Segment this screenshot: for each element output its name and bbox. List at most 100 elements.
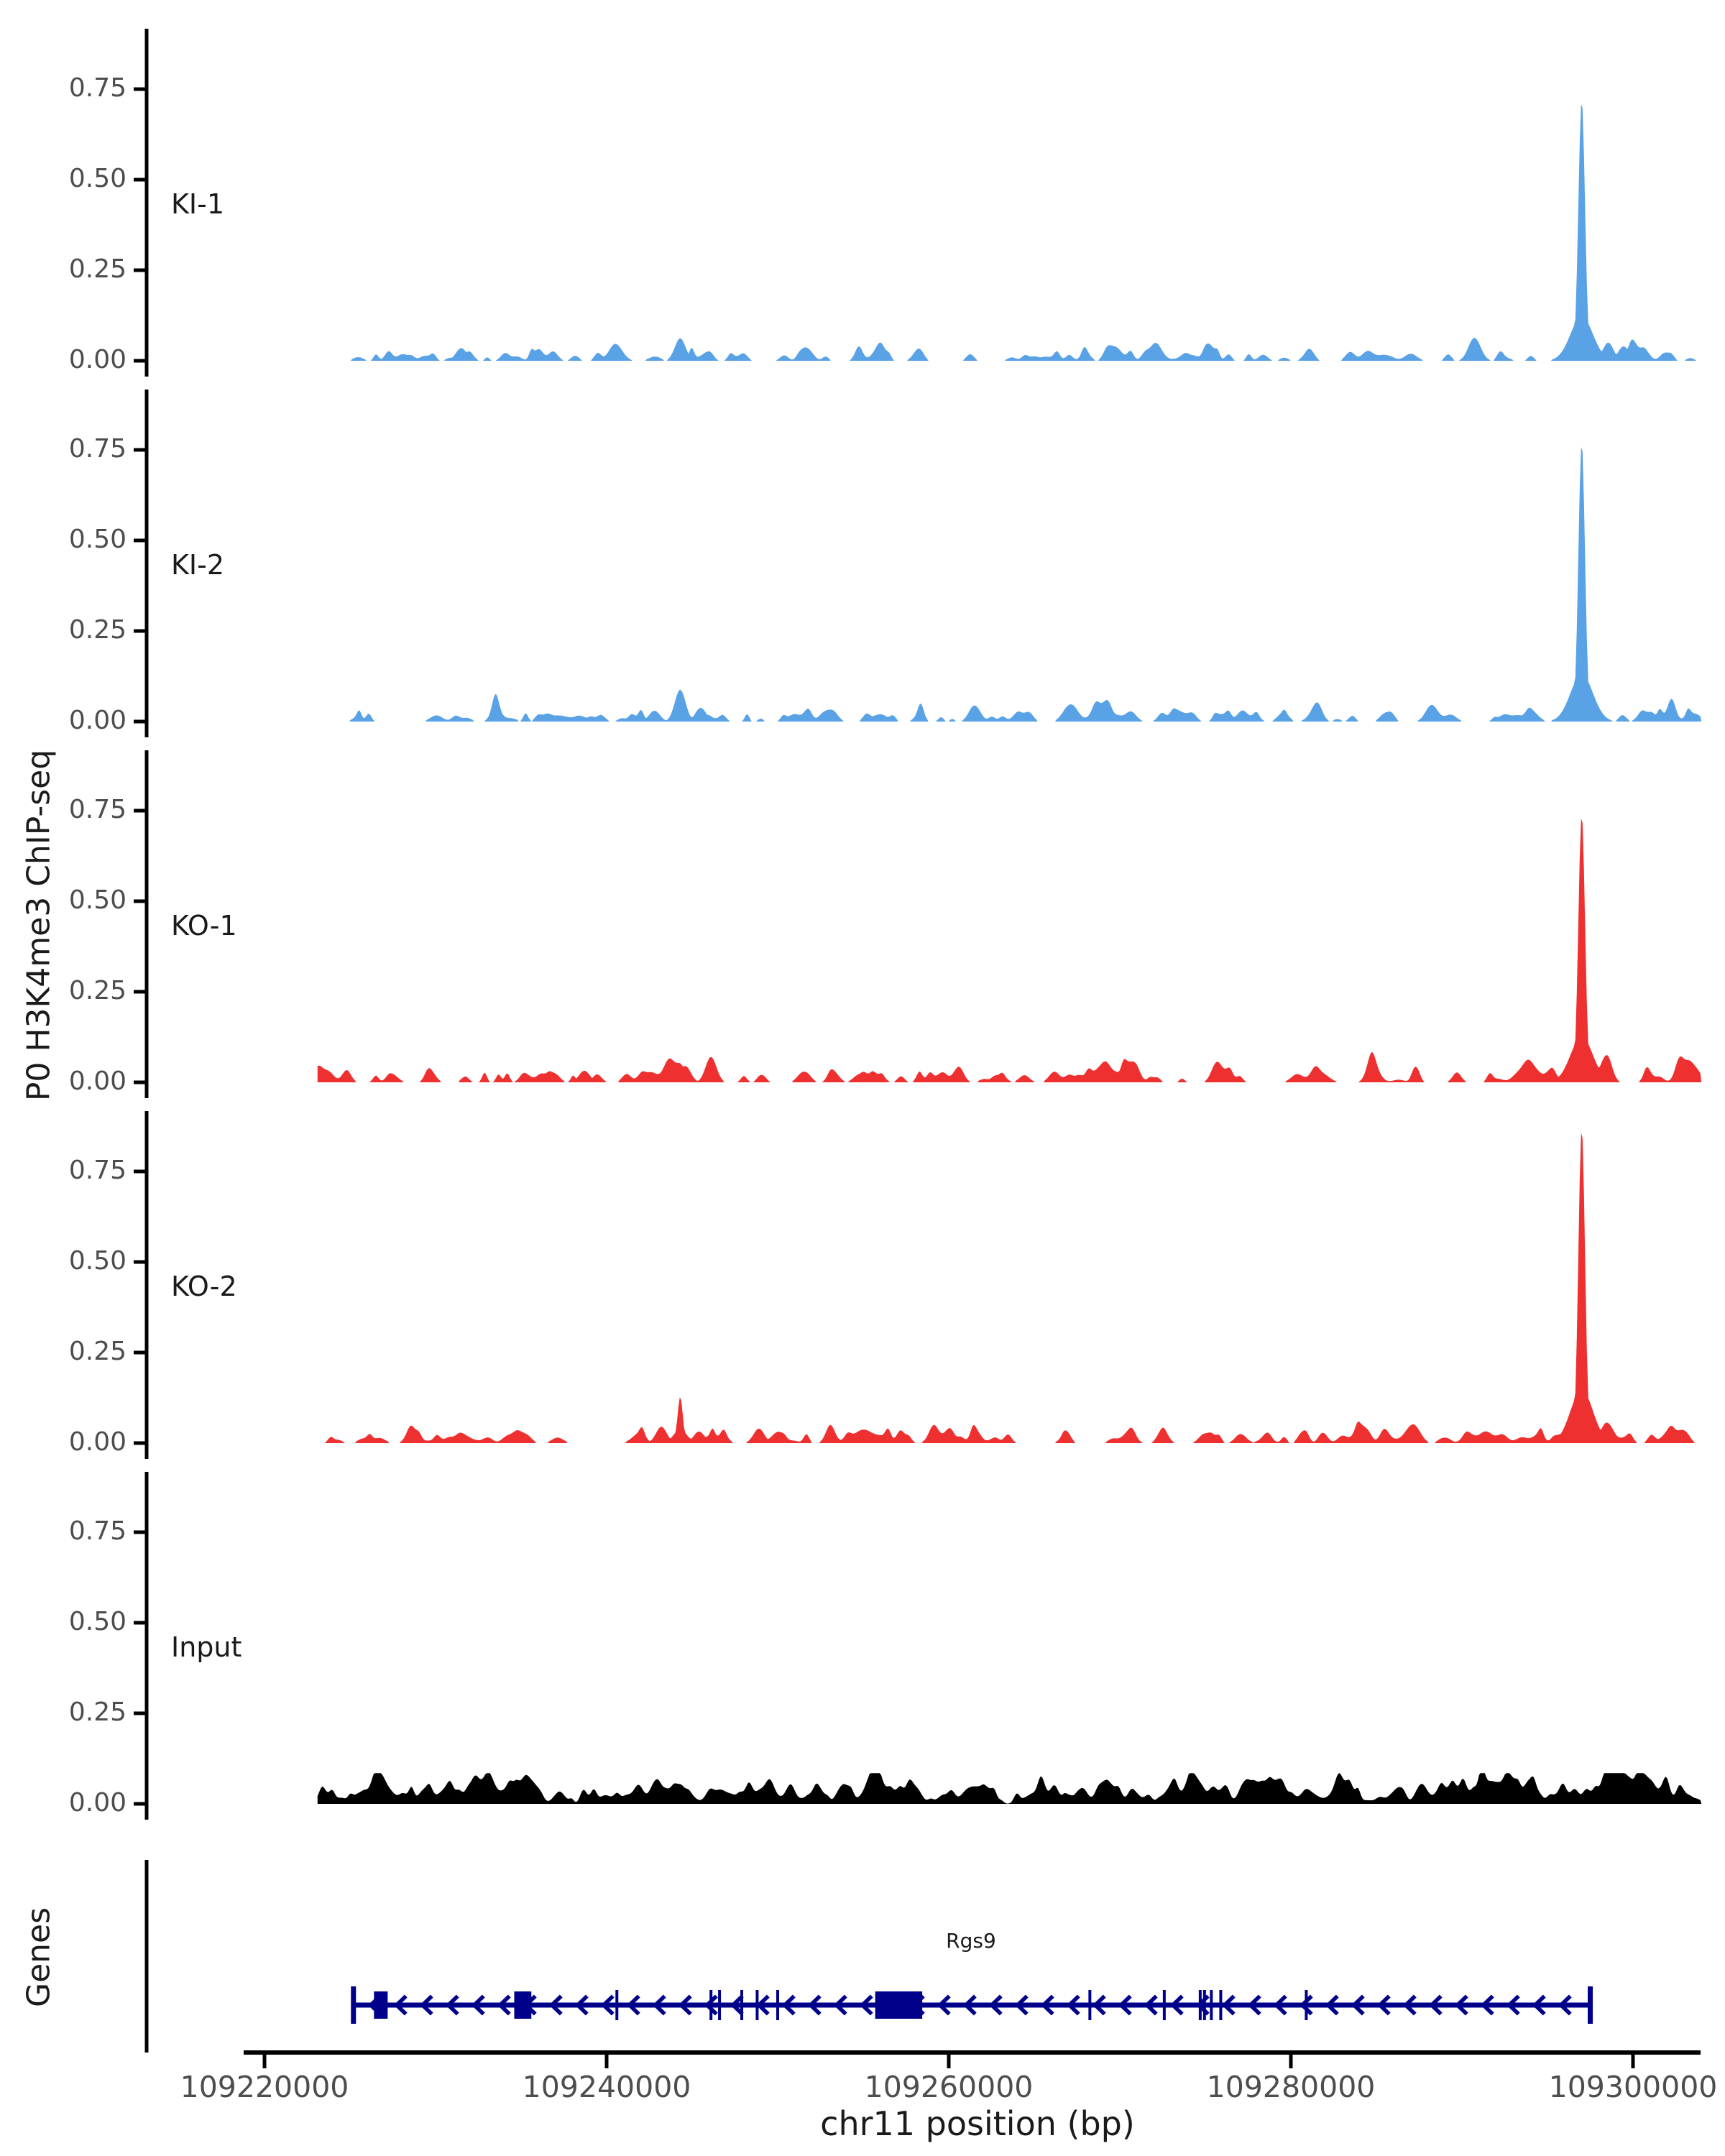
track-signal-KI-2: [317, 447, 1702, 722]
y-tick-label: 0.50: [68, 525, 126, 554]
strand-chevron-icon: [1376, 1994, 1391, 2016]
strand-chevron-icon: [1221, 1994, 1236, 2016]
strand-chevron-icon: [1532, 1994, 1546, 2016]
strand-chevron-icon: [1299, 1994, 1313, 2016]
strand-chevron-icon: [730, 1994, 744, 2016]
y-tick-label: 0.25: [68, 615, 126, 645]
y-tick-label: 0.25: [68, 1697, 126, 1727]
gene-name-label: Rgs9: [946, 1929, 996, 1953]
y-tick-label: 0.00: [68, 1427, 126, 1457]
y-tick-label: 0.50: [68, 1607, 126, 1636]
strand-chevron-icon: [1402, 1994, 1417, 2016]
track-signal-KO-2: [317, 1133, 1702, 1443]
gene-body: [353, 2002, 1591, 2008]
exon-box: [875, 1991, 923, 2019]
strand-chevron-icon: [419, 1994, 433, 2016]
strand-chevron-icon: [652, 1994, 666, 2016]
strand-chevron-icon: [1351, 1994, 1365, 2016]
strand-chevron-icon: [1247, 1994, 1261, 2016]
exon-box: [514, 1991, 532, 2019]
strand-chevron-icon: [1169, 1994, 1184, 2016]
exon-box: [374, 1991, 388, 2019]
strand-chevron-icon: [678, 1994, 692, 2016]
strand-chevron-icon: [1480, 1994, 1494, 2016]
exon-tick: [1202, 1990, 1206, 2020]
x-tick-label: 109260000: [864, 2070, 1034, 2104]
y-tick-label: 0.75: [68, 434, 126, 464]
exon-tick: [1210, 1990, 1213, 2020]
strand-chevron-icon: [1506, 1994, 1520, 2016]
strand-chevron-icon: [988, 1994, 1003, 2016]
strand-chevron-icon: [1144, 1994, 1158, 2016]
strand-chevron-icon: [962, 1994, 977, 2016]
strand-chevron-icon: [937, 1994, 951, 2016]
y-tick-label: 0.50: [68, 885, 126, 915]
x-tick-label: 109280000: [1206, 2070, 1376, 2104]
track-signal-Input: [317, 1773, 1702, 1804]
exon-tick: [1088, 1990, 1092, 2020]
x-axis-title: chr11 position (bp): [820, 2104, 1135, 2143]
y-tick-label: 0.00: [68, 1788, 126, 1818]
strand-chevron-icon: [1273, 1994, 1287, 2016]
y-tick-label: 0.75: [68, 1516, 126, 1546]
y-tick-label: 0.00: [68, 1067, 126, 1096]
y-tick-label: 0.75: [68, 795, 126, 824]
strand-chevron-icon: [626, 1994, 640, 2016]
track-label-KI-1: KI-1: [171, 188, 225, 220]
genes-axis-title: Genes: [20, 1907, 58, 2008]
y-tick-label: 0.25: [68, 976, 126, 1005]
strand-chevron-icon: [1092, 1994, 1106, 2016]
x-tick-label: 109240000: [522, 2070, 691, 2104]
exon-tick: [755, 1990, 759, 2020]
exon-tick: [1198, 1990, 1202, 2020]
exon-tick: [1162, 1990, 1166, 2020]
x-tick-label: 109300000: [1548, 2070, 1718, 2104]
strand-chevron-icon: [1040, 1994, 1054, 2016]
strand-chevron-icon: [574, 1994, 589, 2016]
y-tick-label: 0.25: [68, 1337, 126, 1366]
strand-chevron-icon: [1325, 1994, 1339, 2016]
exon-tick: [709, 1990, 713, 2020]
strand-chevron-icon: [393, 1994, 408, 2016]
y-tick-label: 0.00: [68, 345, 126, 374]
track-label-KI-2: KI-2: [171, 549, 225, 581]
x-tick-label: 109220000: [180, 2070, 349, 2104]
strand-chevron-icon: [859, 1994, 873, 2016]
strand-chevron-icon: [1066, 1994, 1080, 2016]
strand-chevron-icon: [807, 1994, 822, 2016]
y-tick-label: 0.00: [68, 706, 126, 735]
strand-chevron-icon: [600, 1994, 615, 2016]
exon-tick: [615, 1990, 619, 2020]
strand-chevron-icon: [1428, 1994, 1443, 2016]
strand-chevron-icon: [471, 1994, 485, 2016]
exon-tick: [1219, 1990, 1223, 2020]
gene-end-cap: [1588, 1986, 1593, 2024]
track-signal-KI-1: [317, 103, 1702, 361]
strand-chevron-icon: [781, 1994, 796, 2016]
gene-start-cap: [351, 1986, 356, 2024]
y-tick-label: 0.75: [68, 1156, 126, 1185]
exon-tick: [718, 1990, 722, 2020]
strand-chevron-icon: [704, 1994, 718, 2016]
y-tick-label: 0.75: [68, 73, 126, 103]
exon-tick: [776, 1990, 779, 2020]
track-signal-KO-1: [317, 818, 1702, 1082]
strand-chevron-icon: [1118, 1994, 1132, 2016]
exon-tick: [1305, 1990, 1308, 2020]
strand-chevron-icon: [497, 1994, 511, 2016]
y-tick-label: 0.50: [68, 1246, 126, 1276]
strand-chevron-icon: [548, 1994, 563, 2016]
exon-tick: [740, 1990, 744, 2020]
strand-chevron-icon: [833, 1994, 847, 2016]
track-label-Input: Input: [171, 1631, 242, 1663]
track-label-KO-2: KO-2: [171, 1271, 237, 1302]
track-label-KO-1: KO-1: [171, 910, 237, 941]
y-tick-label: 0.50: [68, 164, 126, 193]
strand-chevron-icon: [445, 1994, 459, 2016]
y-tick-label: 0.25: [68, 254, 126, 284]
strand-chevron-icon: [755, 1994, 770, 2016]
strand-chevron-icon: [1558, 1994, 1572, 2016]
strand-chevron-icon: [1454, 1994, 1468, 2016]
